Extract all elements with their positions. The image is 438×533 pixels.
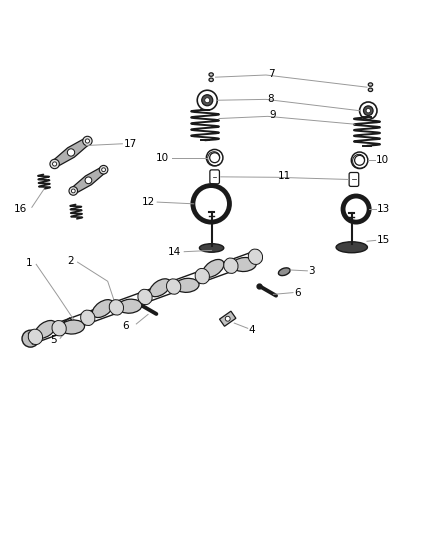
Ellipse shape: [109, 300, 124, 315]
Ellipse shape: [248, 249, 263, 264]
Ellipse shape: [60, 320, 85, 334]
Text: 10: 10: [156, 152, 169, 163]
Text: 9: 9: [269, 110, 276, 120]
Circle shape: [99, 165, 108, 174]
Ellipse shape: [28, 329, 42, 344]
Ellipse shape: [368, 88, 373, 92]
Ellipse shape: [368, 83, 373, 86]
Text: 7: 7: [268, 69, 274, 79]
Circle shape: [64, 323, 69, 328]
Ellipse shape: [209, 78, 213, 82]
Text: 5: 5: [50, 335, 57, 345]
Text: 17: 17: [124, 139, 138, 149]
Circle shape: [364, 106, 373, 116]
Text: 15: 15: [377, 236, 390, 245]
Ellipse shape: [175, 278, 199, 293]
Circle shape: [85, 139, 89, 143]
Circle shape: [197, 90, 217, 110]
Circle shape: [83, 136, 92, 146]
Ellipse shape: [118, 299, 142, 313]
Text: 4: 4: [249, 326, 255, 335]
Polygon shape: [71, 167, 106, 193]
Circle shape: [205, 98, 210, 103]
Circle shape: [53, 162, 57, 166]
Circle shape: [50, 159, 59, 168]
Ellipse shape: [224, 258, 238, 273]
Circle shape: [360, 102, 377, 119]
Text: 14: 14: [168, 247, 181, 257]
Text: 11: 11: [277, 172, 290, 181]
Circle shape: [85, 177, 92, 184]
Ellipse shape: [52, 320, 66, 336]
Ellipse shape: [199, 244, 224, 252]
Ellipse shape: [195, 269, 209, 284]
FancyBboxPatch shape: [349, 173, 359, 187]
Circle shape: [202, 95, 213, 106]
Polygon shape: [219, 311, 236, 326]
Text: 6: 6: [122, 321, 129, 331]
Ellipse shape: [209, 73, 213, 76]
Text: 13: 13: [377, 204, 390, 214]
Circle shape: [225, 316, 230, 321]
Circle shape: [69, 187, 78, 195]
Ellipse shape: [203, 260, 224, 277]
Circle shape: [67, 149, 75, 156]
Circle shape: [102, 168, 106, 172]
Ellipse shape: [150, 279, 171, 297]
Circle shape: [366, 109, 371, 113]
Polygon shape: [58, 318, 75, 333]
Ellipse shape: [166, 279, 181, 294]
Text: 16: 16: [14, 204, 27, 214]
Text: 6: 6: [294, 288, 301, 297]
FancyBboxPatch shape: [210, 170, 219, 184]
Ellipse shape: [35, 320, 56, 338]
Circle shape: [22, 330, 39, 347]
Ellipse shape: [336, 242, 367, 253]
Polygon shape: [53, 138, 89, 167]
Text: 1: 1: [26, 258, 33, 268]
Circle shape: [71, 189, 75, 193]
Ellipse shape: [138, 289, 152, 305]
Ellipse shape: [81, 310, 95, 326]
Text: 8: 8: [268, 93, 274, 103]
Text: 10: 10: [376, 155, 389, 165]
Ellipse shape: [233, 257, 256, 271]
Ellipse shape: [92, 300, 113, 318]
Text: 3: 3: [309, 266, 315, 276]
Ellipse shape: [279, 268, 290, 276]
Text: 2: 2: [67, 256, 74, 266]
Text: 12: 12: [141, 197, 155, 207]
